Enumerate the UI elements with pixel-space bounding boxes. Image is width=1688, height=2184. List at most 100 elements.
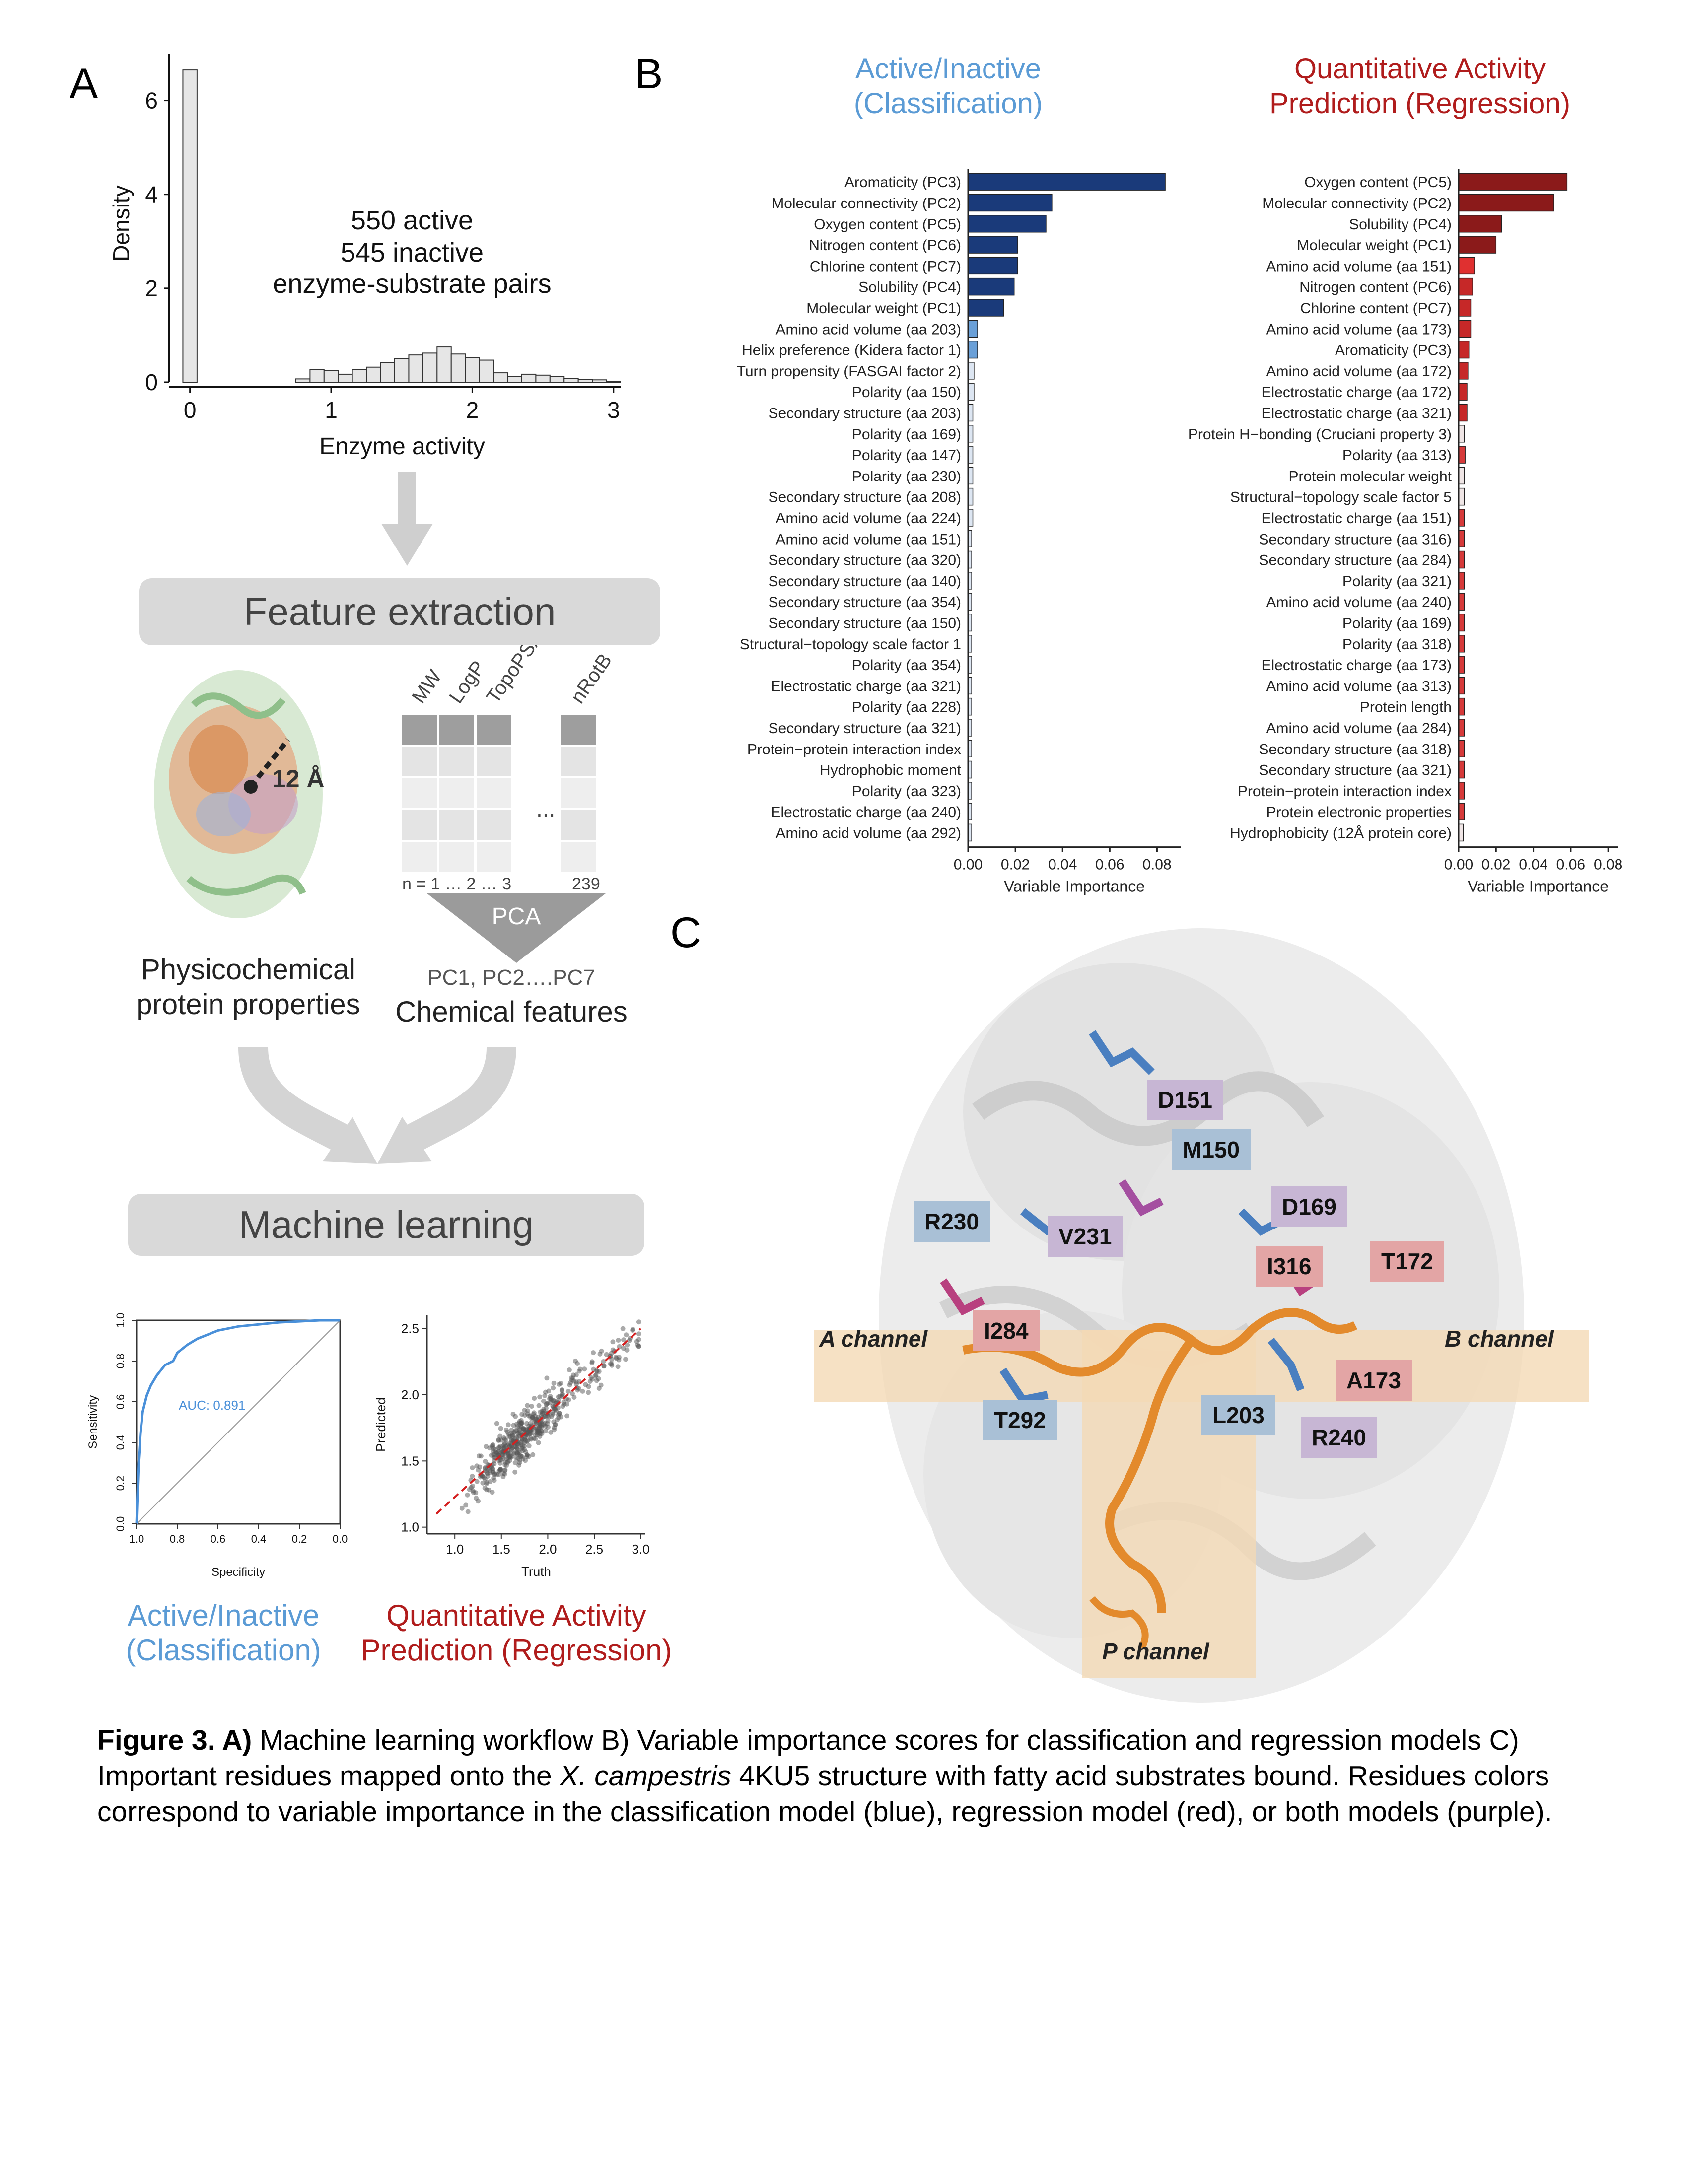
matrix-cell — [561, 715, 596, 745]
scatter-point — [582, 1366, 587, 1372]
roc-ytick-label: 0.4 — [114, 1435, 127, 1450]
matrix-col-topopsa: TopoPSA — [482, 645, 548, 707]
scatter-point — [476, 1467, 481, 1473]
scatter-point — [550, 1410, 555, 1416]
scatter-point — [497, 1433, 503, 1439]
panelB-class-title-line1: Active/Inactive — [855, 53, 1041, 85]
matrix-cell — [402, 842, 437, 872]
scatter-point — [564, 1401, 569, 1407]
scatter-point — [546, 1425, 551, 1430]
pca-funnel: PCA — [427, 893, 606, 963]
scatter-point — [465, 1509, 471, 1514]
scatter-point — [594, 1378, 599, 1383]
scatter-xtick-label: 1.0 — [446, 1542, 464, 1557]
regression-importance-category-label: Amino acid volume (aa 173) — [1266, 321, 1452, 338]
classification-importance-category-label: Polarity (aa 228) — [852, 699, 961, 716]
histogram-ytick-label: 6 — [145, 88, 158, 114]
histogram-xtick-label: 3 — [607, 397, 620, 423]
pca-label: PCA — [492, 903, 541, 930]
scatter-point — [504, 1463, 509, 1468]
classification-importance-category-label: Amino acid volume (aa 224) — [775, 510, 961, 527]
histogram-bar — [408, 354, 423, 383]
regression-importance-bar — [1458, 236, 1497, 254]
scatter-point — [515, 1450, 520, 1455]
histogram-bar — [521, 373, 537, 383]
histogram-bar — [366, 366, 381, 383]
caption-part2: 4KU5 structure with fatty acid substrate… — [97, 1760, 1552, 1828]
regression-importance-category-label: Amino acid volume (aa 172) — [1266, 363, 1452, 380]
scatter-point — [497, 1467, 503, 1472]
classification-importance-category-label: Amino acid volume (aa 203) — [775, 321, 961, 338]
scatter-point — [459, 1505, 465, 1511]
scatter-point — [470, 1465, 475, 1471]
scatter-point — [536, 1440, 541, 1445]
scatter-point — [474, 1479, 480, 1484]
classification-importance-category-label: Polarity (aa 169) — [852, 426, 961, 443]
classification-importance-bar — [968, 341, 978, 359]
caption-bold: Figure 3. A) — [97, 1724, 252, 1756]
scatter-point — [484, 1481, 489, 1487]
regression-importance-category-label: Electrostatic charge (aa 151) — [1261, 510, 1452, 527]
scatter-point — [530, 1415, 535, 1421]
scatter-point — [589, 1360, 595, 1365]
regression-importance-category-label: Electrostatic charge (aa 172) — [1261, 384, 1452, 401]
histogram-ytick-label: 4 — [145, 182, 158, 207]
roc-chart: 1.0 0.8 0.6 0.4 0.2 0.0 0.0 0.2 0.4 0.6 0.8 1.0 AU… — [86, 1313, 348, 1579]
regression-scatter-chart: 1.0 1.5 2.0 2.5 3.0 1.0 1.5 2.0 2.5 Truth Predi… — [373, 1315, 650, 1578]
histogram-annotation-inactive: 545 inactive — [341, 238, 484, 268]
scatter-point — [518, 1421, 524, 1426]
scatter-point — [463, 1502, 469, 1508]
scatter-point — [616, 1357, 622, 1363]
scatter-point — [568, 1380, 573, 1385]
scatter-point — [514, 1435, 519, 1440]
regression-importance-category-label: Nitrogen content (PC6) — [1299, 279, 1452, 296]
histogram-bar — [394, 358, 410, 383]
matrix-cell — [477, 778, 511, 808]
histogram-xtick-label: 0 — [184, 397, 197, 423]
regression-importance-xlabel: Variable Importance — [1468, 878, 1609, 895]
scatter-point — [470, 1473, 475, 1479]
classification-importance-category-label: Molecular connectivity (PC2) — [772, 195, 961, 211]
histogram-bar — [323, 370, 339, 383]
residue-label-t172: T172 — [1370, 1241, 1444, 1282]
classification-importance-bar — [968, 277, 1015, 296]
scatter-point — [539, 1409, 545, 1414]
scatter-point — [630, 1328, 635, 1333]
residue-label-r240: R240 — [1301, 1417, 1377, 1458]
matrix-cell — [439, 810, 474, 840]
scatter-point — [551, 1380, 557, 1386]
scatter-point — [623, 1357, 629, 1362]
scatter-point — [536, 1403, 542, 1408]
scatter-point — [543, 1406, 549, 1411]
caption-italic: X. campestris — [560, 1760, 731, 1792]
panel-label-c: C — [670, 909, 702, 956]
histogram-xtick-label: 2 — [466, 397, 479, 423]
roc-ylabel: Sensitivity — [86, 1395, 100, 1449]
classification-importance-category-label: Secondary structure (aa 203) — [768, 405, 961, 421]
scatter-point — [483, 1465, 488, 1470]
scatter-point — [543, 1389, 548, 1395]
feature-matrix: MW LogP TopoPSA nRotB ... n = 1 … 2 … 3 … — [392, 627, 621, 903]
histogram-bar — [563, 378, 579, 383]
matrix-cell — [477, 715, 511, 745]
scatter-point — [514, 1422, 520, 1427]
matrix-cell — [439, 842, 474, 872]
scatter-ylabel: Predicted — [373, 1397, 388, 1452]
panelB-reg-title-line2: Prediction (Regression) — [1269, 87, 1571, 120]
regression-importance-category-label: Electrostatic charge (aa 173) — [1261, 657, 1452, 674]
scatter-point — [476, 1453, 482, 1459]
scatter-xtick-label: 1.5 — [492, 1542, 510, 1557]
scatter-point — [566, 1367, 572, 1372]
scatter-point — [484, 1470, 490, 1475]
regression-importance-xtick-label: 0.08 — [1594, 857, 1622, 873]
scatter-point — [513, 1455, 519, 1460]
scatter-point — [505, 1459, 511, 1464]
regression-importance-xtick-label: 0.04 — [1519, 857, 1547, 873]
scatter-point — [627, 1338, 632, 1343]
matrix-index-label: n = 1 … 2 … 3 — [402, 875, 511, 893]
scatter-point — [486, 1487, 492, 1493]
matrix-ellipsis: ... — [536, 796, 555, 821]
histogram-bar — [422, 352, 438, 383]
scatter-point — [498, 1457, 504, 1462]
scatter-point — [482, 1485, 488, 1491]
